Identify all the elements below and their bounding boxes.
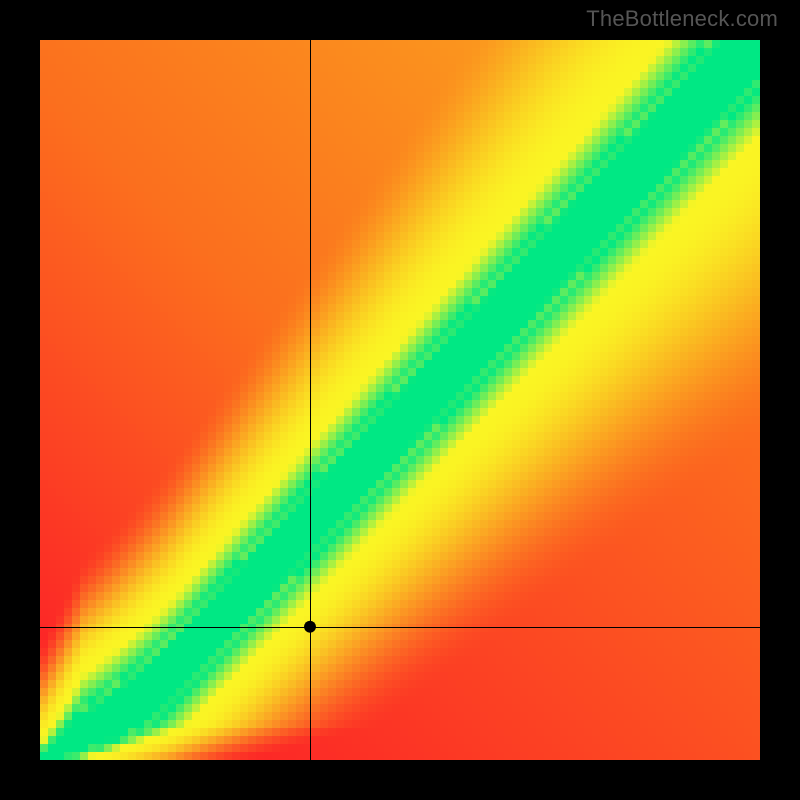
bottleneck-heatmap — [0, 0, 800, 800]
chart-container: { "watermark": { "text": "TheBottleneck.… — [0, 0, 800, 800]
watermark-text: TheBottleneck.com — [586, 6, 778, 32]
